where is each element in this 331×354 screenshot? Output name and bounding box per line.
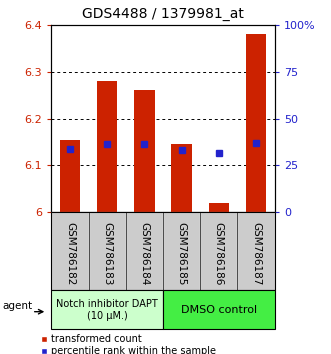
Bar <box>237 212 275 290</box>
Text: GSM786183: GSM786183 <box>102 222 112 285</box>
Bar <box>171 144 192 212</box>
Text: DMSO control: DMSO control <box>181 305 257 315</box>
Text: GSM786186: GSM786186 <box>214 222 224 285</box>
Bar <box>60 140 80 212</box>
Text: GSM786182: GSM786182 <box>65 222 75 285</box>
Bar <box>51 212 88 290</box>
Bar <box>97 81 118 212</box>
Bar <box>51 290 163 329</box>
Bar <box>126 212 163 290</box>
Text: GSM786187: GSM786187 <box>251 222 261 285</box>
Legend: transformed count, percentile rank within the sample: transformed count, percentile rank withi… <box>40 334 216 354</box>
Text: agent: agent <box>3 301 33 311</box>
Bar <box>163 290 275 329</box>
Bar <box>134 91 155 212</box>
Bar <box>209 203 229 212</box>
Bar <box>163 212 200 290</box>
Bar <box>88 212 126 290</box>
Text: GSM786184: GSM786184 <box>139 222 149 285</box>
Bar <box>200 212 237 290</box>
Bar <box>246 34 266 212</box>
Title: GDS4488 / 1379981_at: GDS4488 / 1379981_at <box>82 7 244 21</box>
Text: GSM786185: GSM786185 <box>177 222 187 285</box>
Text: Notch inhibitor DAPT
(10 μM.): Notch inhibitor DAPT (10 μM.) <box>56 299 158 321</box>
